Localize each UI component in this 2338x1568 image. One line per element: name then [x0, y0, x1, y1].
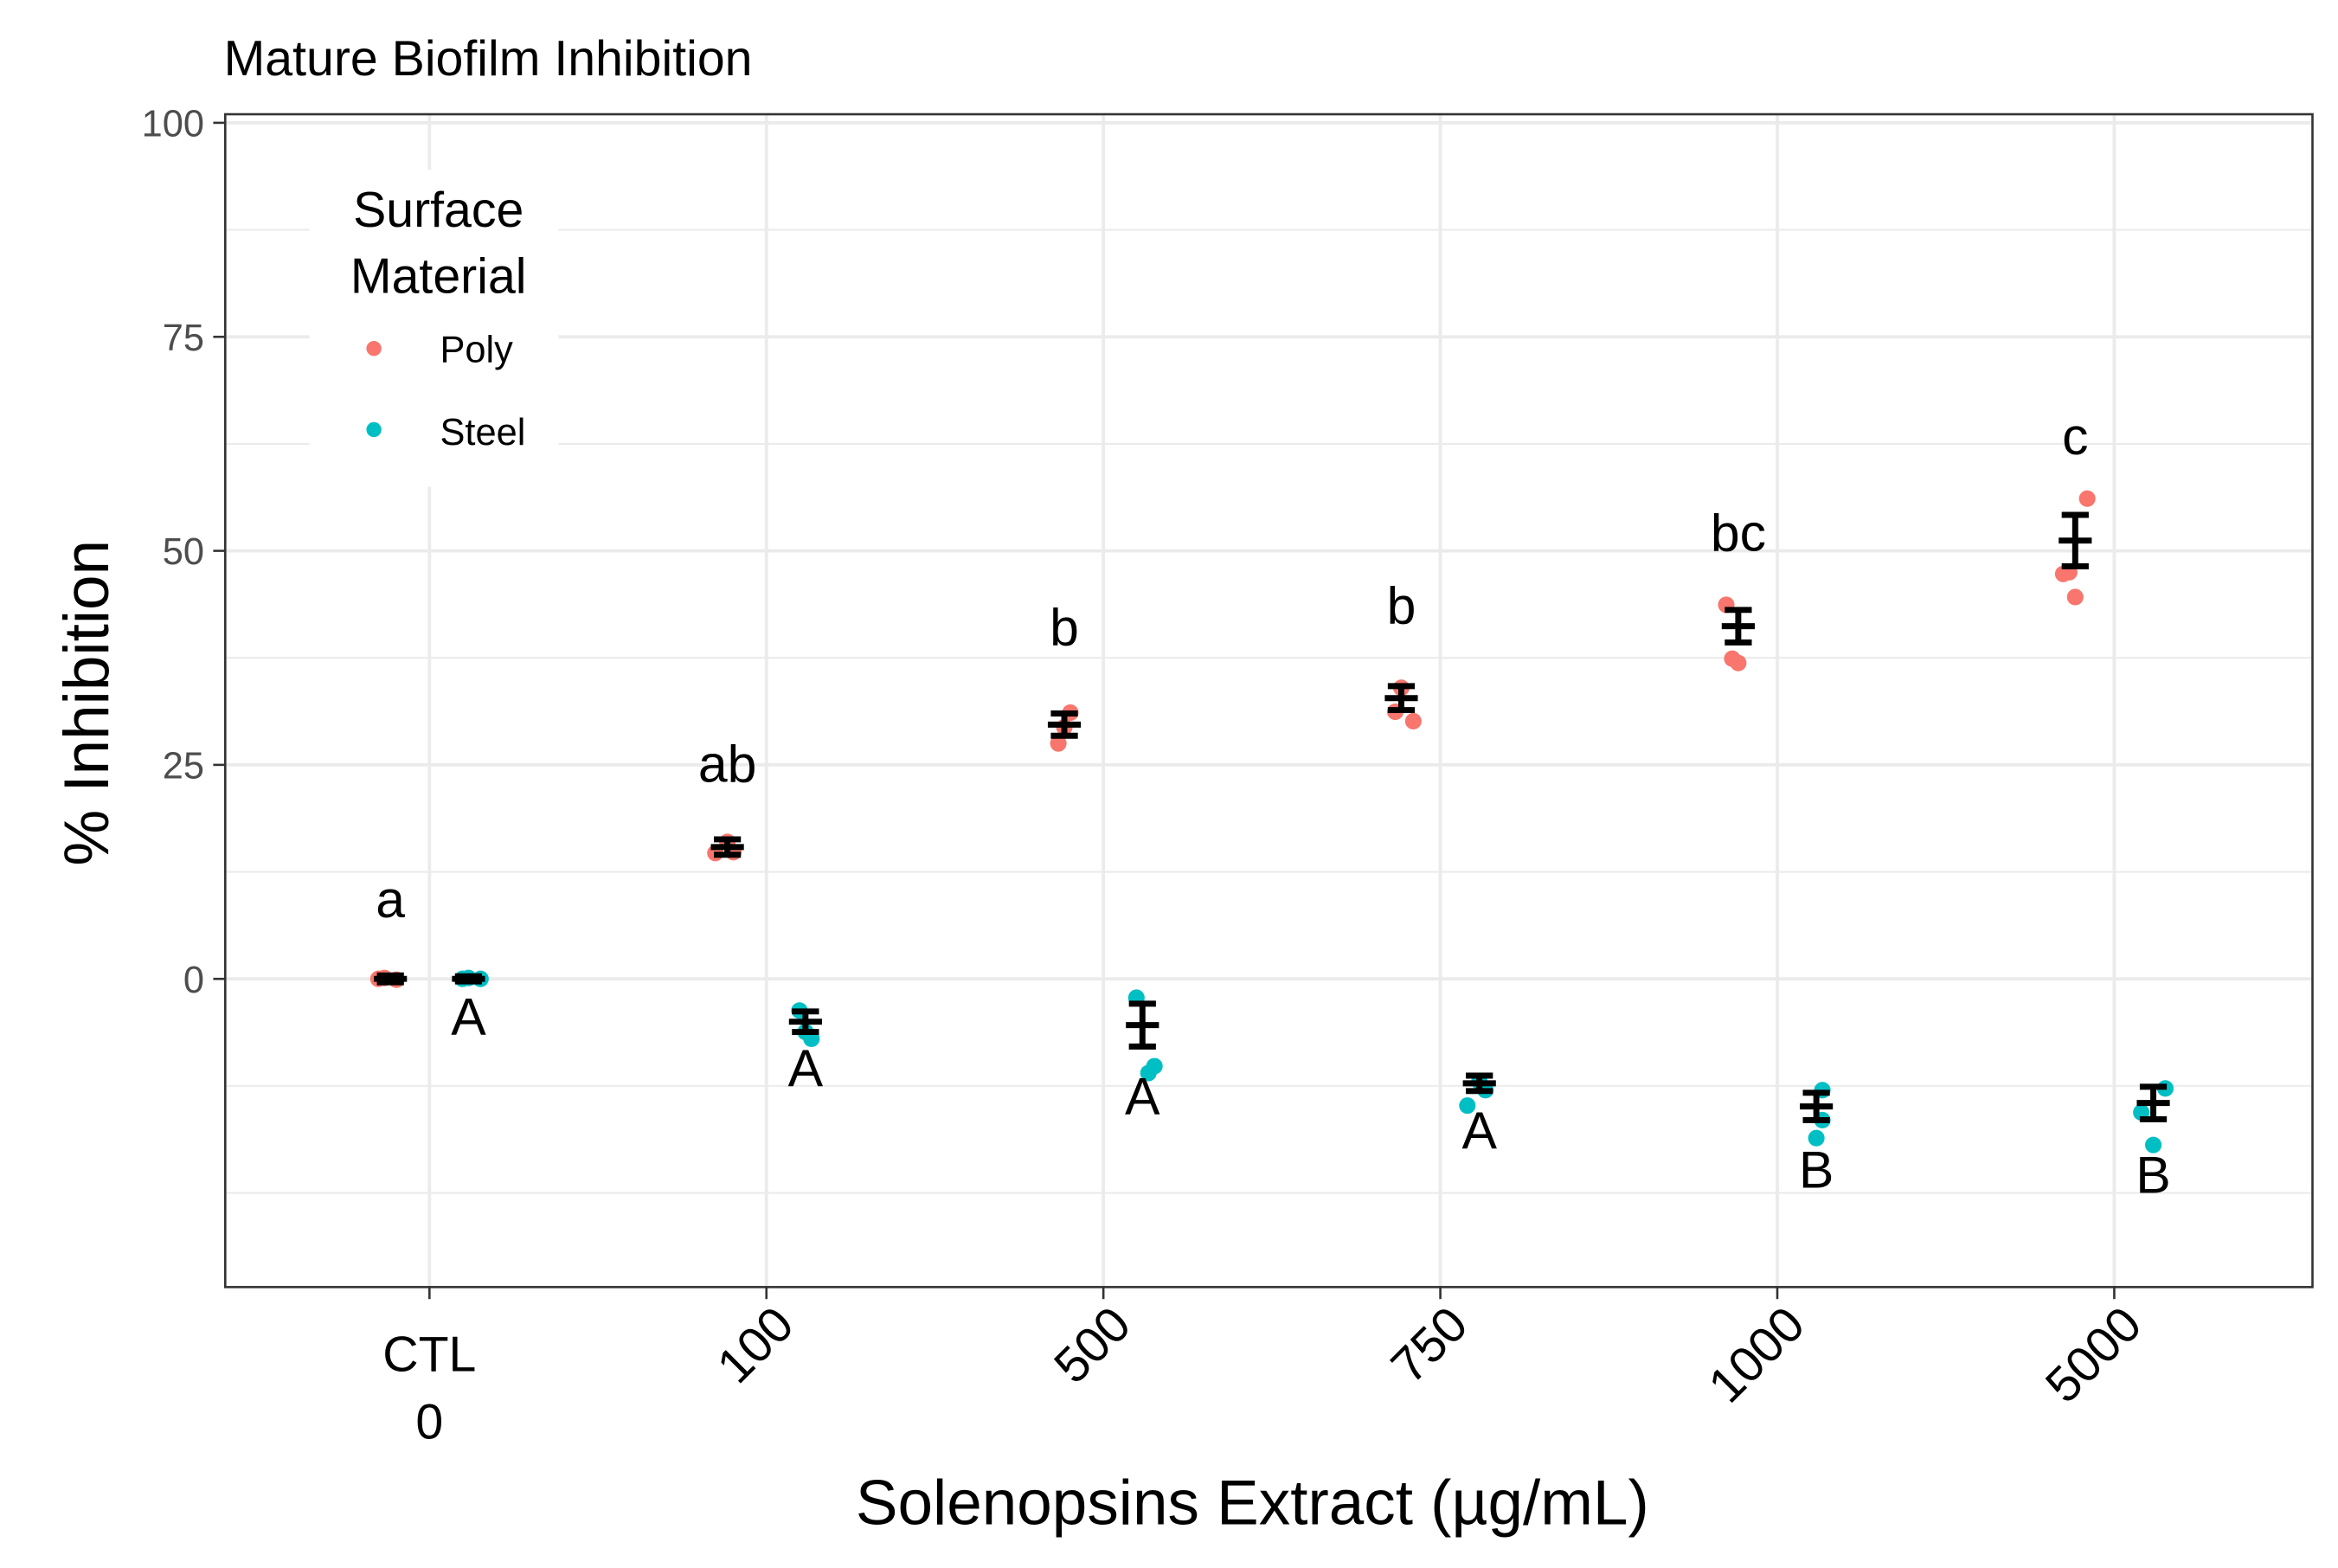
x-tick-label: CTL [382, 1327, 476, 1383]
y-tick-label: 25 [163, 746, 204, 787]
legend-box [309, 170, 559, 487]
legend-title-line-2: Material [350, 249, 527, 305]
significance-letter-steel: B [1799, 1141, 1834, 1199]
legend-label-steel: Steel [440, 412, 525, 453]
data-layer: a ab b b bc c A A A A B B [369, 407, 2174, 1205]
plot-panel-border [224, 112, 2314, 1288]
point-poly [1050, 735, 1067, 752]
significance-letter-steel: B [2136, 1146, 2171, 1205]
significance-letter-poly: ab [698, 735, 757, 794]
significance-letter-steel: A [451, 987, 486, 1046]
chart-title: Mature Biofilm Inhibition [224, 31, 753, 87]
significance-letter-poly: c [2062, 407, 2088, 466]
significance-letter-steel: A [788, 1038, 824, 1097]
point-poly [1730, 654, 1747, 672]
x-axis-label: Solenopsins Extract (µg/mL) [856, 1468, 1649, 1539]
y-tick-label: 100 [142, 104, 204, 145]
significance-letter-steel: A [1461, 1101, 1497, 1160]
legend-label-poly: Poly [440, 329, 513, 370]
legend-key-steel [366, 421, 382, 438]
point-steel [1459, 1097, 1476, 1115]
x-tick-label: 0 [415, 1395, 443, 1450]
point-poly [1404, 712, 1422, 729]
significance-letter-steel: A [1125, 1067, 1160, 1126]
point-steel [2145, 1136, 2162, 1154]
legend-title-line-1: Surface [353, 183, 523, 238]
significance-letter-poly: b [1050, 597, 1079, 656]
legend-key-poly [366, 341, 382, 357]
x-tick-label: 100 [707, 1296, 805, 1394]
y-tick-label: 75 [163, 318, 204, 359]
y-tick-label: 0 [183, 960, 204, 1001]
point-poly [2078, 490, 2096, 507]
legend: Surface Material Poly Steel [309, 170, 559, 487]
point-steel [1146, 1057, 1163, 1075]
x-tick-label: 750 [1381, 1296, 1479, 1394]
significance-letter-poly: bc [1711, 504, 1766, 562]
point-steel [1808, 1129, 1825, 1147]
significance-letter-poly: b [1387, 576, 1416, 635]
x-tick-label: 1000 [1699, 1296, 1815, 1413]
x-tick-label: 500 [1044, 1296, 1141, 1394]
y-tick-label: 50 [163, 531, 204, 573]
y-axis-label: % Inhibition [52, 540, 122, 866]
x-tick-label: 5000 [2035, 1296, 2152, 1413]
significance-letter-poly: a [376, 870, 405, 929]
point-poly [2066, 588, 2084, 606]
